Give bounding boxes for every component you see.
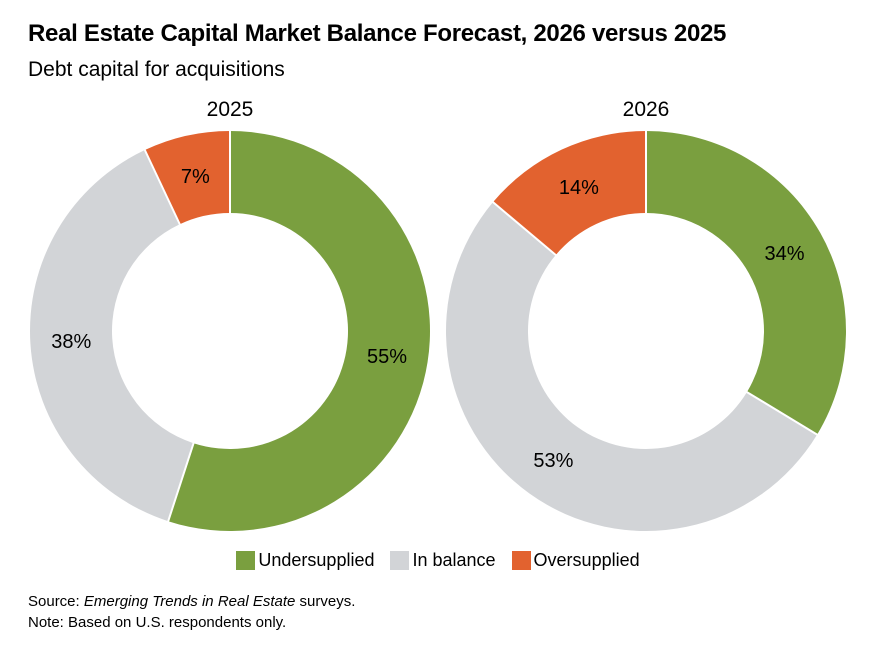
donut-plot-2026: 34% 53% 14% [445,129,846,531]
legend-item-undersupplied: Undersupplied [236,550,374,571]
donut-slice-in-balance [445,201,818,531]
source-prefix: Source: [28,592,84,610]
slice-value-label: 7% [181,166,210,188]
slice-value-label: 14% [559,177,599,199]
source-suffix: surveys. [295,592,356,610]
slice-separator [143,148,182,226]
note-line: Note: Based on U.S. respondents only. [28,614,287,632]
slice-separator [745,390,819,436]
slice-separator [166,441,195,523]
chart-year-label: 2026 [622,97,670,121]
legend: Undersupplied In balance Oversupplied [28,550,848,571]
slice-value-label: 53% [533,450,573,472]
donut-slice-in-balance [30,149,194,521]
slice-value-label: 34% [764,243,804,265]
legend-item-in-balance: In balance [390,549,496,571]
charts-row: 2025 55% 38% 7% 2026 34% 53% 14% [28,98,848,534]
legend-label: In balance [412,549,496,570]
chart-year-label: 2025 [206,97,254,121]
slice-value-label: 55% [367,346,407,368]
donut-slice-oversupplied [493,130,646,255]
legend-label: Undersupplied [258,549,375,570]
figure-title: Real Estate Capital Market Balance Forec… [28,20,727,47]
donut-slice-undersupplied [168,130,430,531]
in-balance-swatch-icon [390,550,410,570]
figure-subtitle: Debt capital for acquisitions [28,57,285,81]
donut-slice-undersupplied [646,130,846,435]
donut-chart-2026: 2026 34% 53% 14% [443,98,849,534]
slice-separator [491,200,558,257]
slice-value-label: 38% [51,331,91,353]
source-line: Source: Emerging Trends in Real Estate s… [28,591,848,613]
undersupplied-swatch-icon [236,550,256,570]
legend-label: Oversupplied [533,549,640,570]
donut-slice-oversupplied [144,130,230,224]
chart-figure: Real Estate Capital Market Balance Forec… [28,20,848,635]
figure-footer: Source: Emerging Trends in Real Estate s… [28,591,848,635]
donut-chart-2025: 2025 55% 38% 7% [27,98,433,534]
oversupplied-swatch-icon [511,550,531,570]
legend-item-oversupplied: Oversupplied [511,549,640,571]
source-italic: Emerging Trends in Real Estate [83,592,296,610]
donut-plot-2025: 55% 38% 7% [30,129,430,531]
